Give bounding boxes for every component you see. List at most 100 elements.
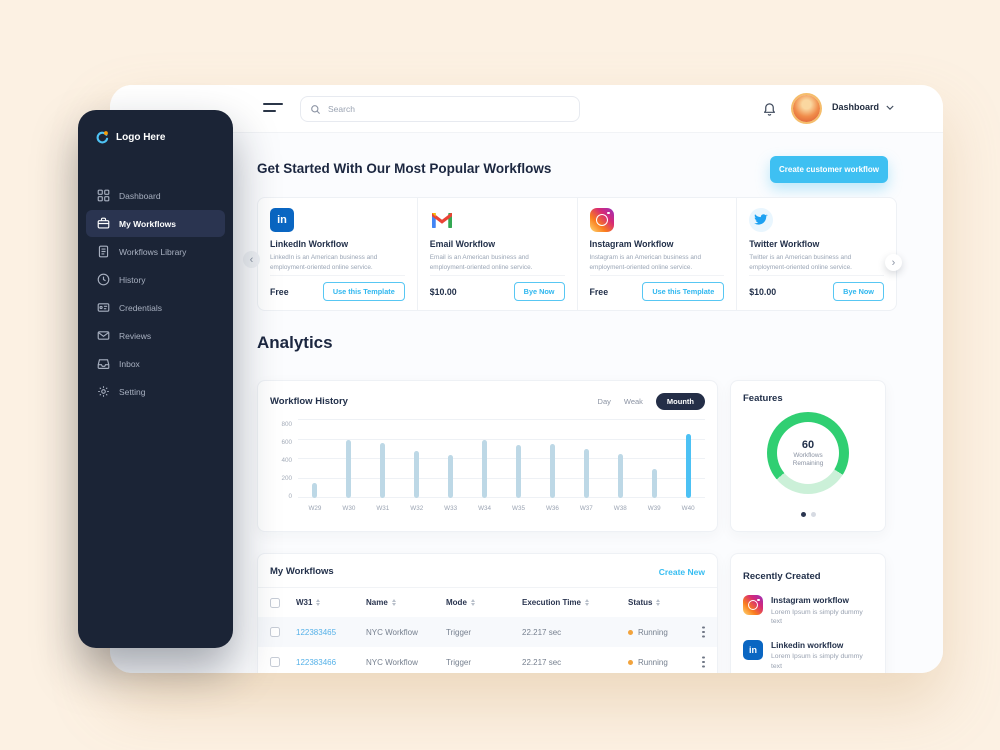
bar-w34 bbox=[482, 440, 488, 498]
linkedin-icon bbox=[270, 208, 294, 232]
sidebar-item-my-workflows[interactable]: My Workflows bbox=[86, 210, 225, 237]
bar-slot bbox=[298, 420, 332, 498]
carousel-dot[interactable] bbox=[810, 512, 816, 517]
execution-time-cell: 22.217 sec bbox=[522, 627, 562, 637]
list-item[interactable]: Instagram workflow Lorem Ipsum is simply… bbox=[743, 595, 873, 627]
search-box bbox=[300, 96, 580, 122]
range-toggle-month[interactable]: Mounth bbox=[655, 393, 705, 410]
workflow-id-link[interactable]: 122383466 bbox=[296, 657, 337, 667]
bar-chart: 800 600 400 200 0 W29 W30 W31 W32 W33 W34 W35 W36 W3… bbox=[270, 419, 705, 512]
workflow-card-price: Free bbox=[589, 286, 609, 297]
buy-now-button[interactable]: Bye Now bbox=[513, 282, 565, 301]
create-customer-workflow-button[interactable]: Create customer workflow bbox=[770, 156, 888, 183]
sidebar-item-reviews[interactable]: Reviews bbox=[86, 322, 225, 349]
bar-slot bbox=[603, 420, 637, 498]
popular-workflow-cards: LinkedIn Workflow LinkedIn is an America… bbox=[257, 197, 897, 311]
create-new-link[interactable]: Create New bbox=[658, 566, 705, 577]
list-item[interactable]: Linkedin workflow Lorem Ipsum is simply … bbox=[743, 639, 873, 672]
profile-menu-label[interactable]: Dashboard bbox=[832, 102, 880, 112]
sidebar-item-label: Dashboard bbox=[119, 190, 161, 201]
avatar[interactable] bbox=[793, 95, 820, 122]
workflow-name-cell: NYC Workflow bbox=[366, 657, 418, 667]
row-checkbox[interactable] bbox=[270, 627, 280, 637]
bar-w37 bbox=[583, 449, 589, 498]
bar-slot bbox=[366, 420, 400, 498]
workflows-remaining-value: 60 bbox=[801, 439, 815, 451]
column-header[interactable]: Status bbox=[628, 598, 702, 607]
sidebar-item-workflows-library[interactable]: Workflows Library bbox=[86, 238, 225, 265]
sort-icon bbox=[585, 599, 589, 607]
column-header[interactable]: W31 bbox=[296, 598, 366, 607]
menu-icon[interactable] bbox=[263, 103, 283, 117]
bar-w36 bbox=[549, 444, 555, 498]
features-donut: 60 Workflows Remaining bbox=[767, 412, 849, 494]
sidebar-item-label: My Workflows bbox=[119, 218, 176, 229]
row-menu-icon[interactable] bbox=[702, 660, 705, 664]
app-window: Dashboard Get Started With Our Most Popu… bbox=[110, 85, 943, 673]
carousel-dot[interactable] bbox=[800, 512, 806, 517]
workflow-name-cell: NYC Workflow bbox=[366, 627, 418, 637]
recently-created-title: Recently Created bbox=[743, 571, 821, 582]
column-header[interactable]: Mode bbox=[446, 598, 522, 607]
y-tick-label: 400 bbox=[281, 456, 292, 464]
bar-slot bbox=[502, 420, 536, 498]
sort-icon bbox=[316, 599, 320, 607]
sidebar-item-label: Workflows Library bbox=[119, 246, 187, 257]
use-template-button[interactable]: Use this Template bbox=[642, 282, 725, 301]
search-input[interactable] bbox=[328, 104, 570, 114]
table-row[interactable]: 122383465 NYC Workflow Trigger 22.217 se… bbox=[258, 617, 717, 647]
workflow-card-description: Instagram is an American business and em… bbox=[589, 254, 702, 271]
column-header[interactable]: Name bbox=[366, 598, 446, 607]
x-tick-label: W31 bbox=[376, 505, 390, 512]
bar-slot bbox=[332, 420, 366, 498]
recent-item-title: Instagram workflow bbox=[771, 595, 849, 605]
sidebar-item-dashboard[interactable]: Dashboard bbox=[86, 182, 225, 209]
column-header[interactable]: Execution Time bbox=[522, 598, 628, 607]
instagram-icon bbox=[589, 208, 614, 232]
y-tick-label: 600 bbox=[281, 438, 292, 446]
x-tick-label: W33 bbox=[444, 505, 458, 512]
bar-w40 bbox=[685, 433, 691, 498]
sidebar-item-label: Credentials bbox=[119, 302, 162, 313]
x-tick-label: W29 bbox=[308, 505, 322, 512]
bar-slot bbox=[400, 420, 434, 498]
gridline bbox=[298, 477, 705, 479]
y-tick-label: 800 bbox=[281, 421, 292, 428]
sidebar-item-credentials[interactable]: Credentials bbox=[86, 294, 225, 321]
sidebar-item-label: Setting bbox=[119, 386, 146, 397]
envelope-icon bbox=[97, 331, 110, 340]
features-title: Features bbox=[743, 393, 783, 404]
sidebar: Logo Here Dashboard My Workflows Workflo… bbox=[78, 110, 233, 648]
range-toggle-week[interactable]: Weak bbox=[623, 397, 643, 406]
x-tick-label: W35 bbox=[512, 505, 525, 512]
workflow-id-link[interactable]: 122383465 bbox=[296, 627, 337, 637]
use-template-button[interactable]: Use this Template bbox=[322, 282, 405, 301]
sidebar-item-setting[interactable]: Setting bbox=[86, 378, 225, 405]
popular-workflows-title: Get Started With Our Most Popular Workfl… bbox=[257, 161, 552, 176]
bar-w39 bbox=[651, 468, 657, 498]
briefcase-icon bbox=[97, 217, 110, 229]
row-checkbox[interactable] bbox=[270, 657, 280, 667]
gear-icon bbox=[98, 386, 109, 397]
chevron-down-icon[interactable] bbox=[886, 105, 894, 111]
recent-item-description: Lorem Ipsum is simply dummy text bbox=[771, 653, 863, 670]
carousel-next-icon[interactable]: › bbox=[885, 254, 902, 271]
table-row[interactable]: 122383466 NYC Workflow Trigger 22.217 se… bbox=[258, 647, 717, 673]
features-panel: Features 60 Workflows Remaining bbox=[730, 380, 886, 532]
notification-bell-icon[interactable] bbox=[758, 98, 780, 120]
y-tick-label: 0 bbox=[288, 492, 292, 500]
workflow-card-price: Free bbox=[270, 286, 289, 297]
select-all-checkbox[interactable] bbox=[270, 597, 280, 608]
workflow-card-description: Twitter is an American business and empl… bbox=[749, 254, 852, 271]
workflow-card-twitter: Twitter Workflow Twitter is an American … bbox=[736, 197, 897, 311]
recent-item-description: Lorem Ipsum is simply dummy text bbox=[771, 608, 863, 626]
range-toggle-day[interactable]: Day bbox=[597, 397, 611, 406]
bar-w30 bbox=[346, 439, 352, 498]
sidebar-item-inbox[interactable]: Inbox bbox=[86, 350, 225, 377]
buy-now-button[interactable]: Bye Now bbox=[833, 282, 884, 301]
row-menu-icon[interactable] bbox=[702, 630, 705, 634]
workflow-card-instagram: Instagram Workflow Instagram is an Ameri… bbox=[576, 197, 738, 311]
sidebar-item-history[interactable]: History bbox=[86, 266, 225, 293]
sidebar-item-label: Reviews bbox=[119, 330, 152, 341]
carousel-prev-icon[interactable]: ‹ bbox=[243, 251, 260, 268]
